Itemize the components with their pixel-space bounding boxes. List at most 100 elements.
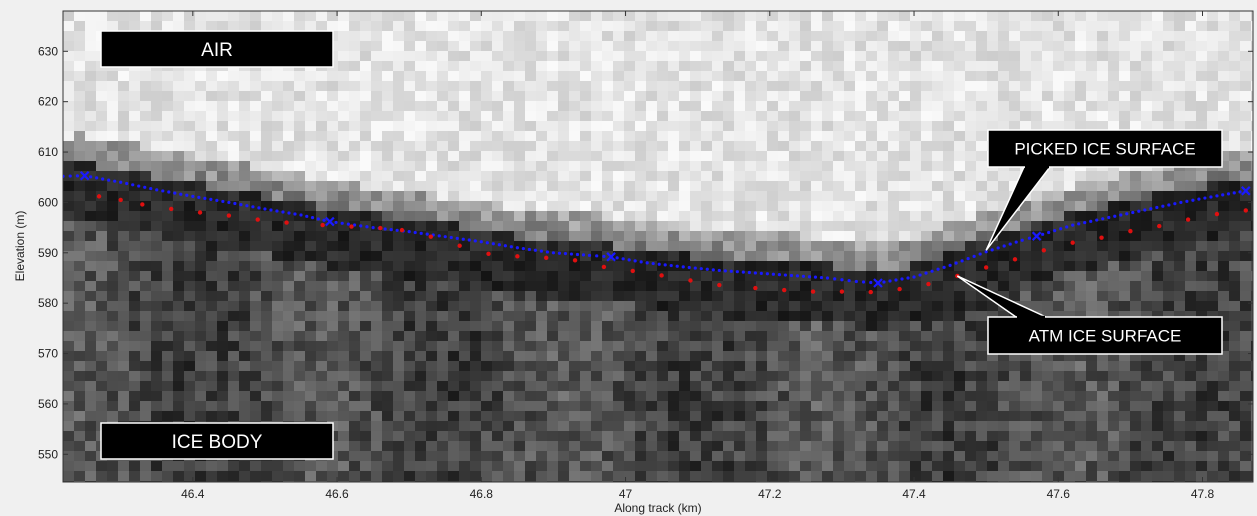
echogram-pixel — [107, 101, 118, 111]
echogram-pixel — [1075, 81, 1086, 91]
echogram-pixel — [294, 281, 305, 291]
echogram-pixel — [899, 401, 910, 411]
echogram-pixel — [690, 241, 701, 251]
echogram-pixel — [580, 121, 591, 131]
echogram-pixel — [1020, 81, 1031, 91]
echogram-pixel — [393, 191, 404, 201]
echogram-pixel — [734, 361, 745, 371]
echogram-pixel — [1064, 281, 1075, 291]
echogram-pixel — [866, 31, 877, 41]
echogram-pixel — [140, 281, 151, 291]
echogram-pixel — [1119, 451, 1130, 461]
echogram-pixel — [525, 41, 536, 51]
echogram-pixel — [1196, 191, 1207, 201]
echogram-pixel — [877, 51, 888, 61]
echogram-pixel — [943, 411, 954, 421]
echogram-pixel — [888, 281, 899, 291]
echogram-pixel — [976, 301, 987, 311]
echogram-pixel — [404, 181, 415, 191]
echogram-pixel — [921, 101, 932, 111]
echogram-pixel — [129, 291, 140, 301]
echogram-pixel — [118, 181, 129, 191]
echogram-pixel — [74, 11, 85, 21]
echogram-pixel — [206, 21, 217, 31]
echogram-pixel — [162, 331, 173, 341]
echogram-pixel — [657, 351, 668, 361]
echogram-pixel — [613, 11, 624, 21]
echogram-pixel — [338, 431, 349, 441]
echogram-pixel — [1174, 361, 1185, 371]
echogram-pixel — [888, 21, 899, 31]
echogram-pixel — [184, 91, 195, 101]
echogram-pixel — [855, 421, 866, 431]
echogram-pixel — [349, 91, 360, 101]
echogram-pixel — [1020, 71, 1031, 81]
echogram-pixel — [976, 451, 987, 461]
echogram-pixel — [1119, 351, 1130, 361]
echogram-pixel — [844, 441, 855, 451]
echogram-pixel — [327, 221, 338, 231]
echogram-pixel — [426, 341, 437, 351]
echogram-pixel — [1119, 261, 1130, 271]
echogram-pixel — [151, 401, 162, 411]
echogram-pixel — [514, 281, 525, 291]
echogram-pixel — [459, 151, 470, 161]
echogram-pixel — [426, 121, 437, 131]
echogram-pixel — [360, 281, 371, 291]
echogram-pixel — [822, 91, 833, 101]
echogram-pixel — [976, 71, 987, 81]
echogram-pixel — [756, 441, 767, 451]
echogram-pixel — [844, 271, 855, 281]
echogram-pixel — [701, 171, 712, 181]
echogram-pixel — [569, 241, 580, 251]
echogram-pixel — [822, 321, 833, 331]
echogram-pixel — [833, 171, 844, 181]
echogram-pixel — [580, 451, 591, 461]
echogram-pixel — [965, 301, 976, 311]
echogram-pixel — [1075, 451, 1086, 461]
echogram-pixel — [536, 261, 547, 271]
echogram-pixel — [327, 201, 338, 211]
echogram-pixel — [1075, 271, 1086, 281]
echogram-pixel — [899, 171, 910, 181]
echogram-pixel — [756, 101, 767, 111]
echogram-pixel — [305, 281, 316, 291]
echogram-pixel — [459, 301, 470, 311]
echogram-pixel — [536, 11, 547, 21]
echogram-pixel — [1196, 251, 1207, 261]
echogram-pixel — [624, 451, 635, 461]
echogram-pixel — [855, 461, 866, 471]
echogram-pixel — [1031, 111, 1042, 121]
echogram-pixel — [976, 21, 987, 31]
echogram-pixel — [239, 221, 250, 231]
echogram-pixel — [195, 241, 206, 251]
echogram-pixel — [162, 161, 173, 171]
echogram-pixel — [173, 181, 184, 191]
echogram-pixel — [437, 401, 448, 411]
echogram-pixel — [1163, 251, 1174, 261]
echogram-pixel — [173, 261, 184, 271]
echogram-pixel — [811, 311, 822, 321]
echogram-pixel — [514, 191, 525, 201]
echogram-pixel — [514, 341, 525, 351]
echogram-pixel — [118, 371, 129, 381]
echogram-pixel — [822, 411, 833, 421]
echogram-pixel — [1009, 251, 1020, 261]
echogram-pixel — [712, 471, 723, 481]
echogram-pixel — [118, 91, 129, 101]
echogram-pixel — [932, 221, 943, 231]
echogram-pixel — [1075, 441, 1086, 451]
echogram-pixel — [393, 271, 404, 281]
echogram-pixel — [140, 341, 151, 351]
echogram-pixel — [1097, 91, 1108, 101]
echogram-pixel — [448, 431, 459, 441]
echogram-pixel — [558, 281, 569, 291]
echogram-pixel — [976, 461, 987, 471]
echogram-pixel — [1196, 431, 1207, 441]
echogram-pixel — [811, 241, 822, 251]
echogram-pixel — [140, 71, 151, 81]
echogram-pixel — [1152, 391, 1163, 401]
echogram-pixel — [96, 331, 107, 341]
echogram-pixel — [591, 261, 602, 271]
echogram-pixel — [437, 471, 448, 481]
